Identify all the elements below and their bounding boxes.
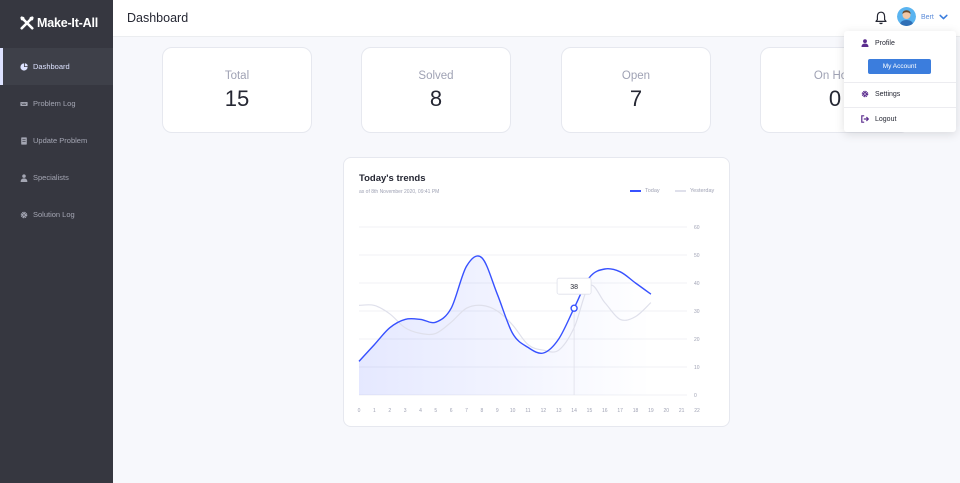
chart-subtitle: as of 8th November 2020, 09:41 PM [359,189,440,195]
x-tick-label: 11 [525,408,530,414]
sidebar-item-label: Specialists [33,173,69,182]
x-tick-label: 10 [510,408,516,414]
trends-chart-card: 0 10 20 30 40 50 60 0 1 2 3 4 5 6 7 8 9 10 11 12 13 14 15 16 17 1… [343,157,730,427]
x-tick-label: 17 [617,408,623,414]
top-header: Dashboard Bert [113,0,960,37]
x-tick-label: 21 [679,408,685,414]
legend-label: Today [645,188,660,194]
bell-icon[interactable] [875,11,887,25]
dropdown-profile[interactable]: Profile [861,39,895,47]
user-icon [861,39,869,47]
dropdown-logout[interactable]: Logout [861,115,896,123]
file-icon [21,136,27,145]
legend-item-yesterday: Yesterday [675,188,714,194]
x-tick-label: 8 [481,408,484,414]
avatar[interactable] [897,7,916,26]
series-area-today [359,255,651,395]
crossed-tools-icon [20,16,34,30]
y-tick-label: 10 [694,365,700,371]
user-tie-icon [20,173,28,182]
tooltip-box [556,277,592,295]
dropdown-divider [844,82,956,83]
x-tick-label: 22 [694,408,700,414]
x-tick-label: 5 [434,408,437,414]
gear-icon [861,90,869,98]
chart-title: Today's trends [359,173,426,184]
tooltip-value: 38 [570,284,578,291]
stat-card-open: Open 7 [561,47,711,133]
dropdown-divider [844,107,956,108]
sidebar-item-update-problem[interactable]: Update Problem [0,122,113,159]
stat-card-value: 0 [828,86,842,111]
x-tick-label: 3 [404,408,407,414]
stat-card-total: Total 15 [162,47,312,133]
logout-icon [861,115,869,123]
logo[interactable]: Make-It-All [20,16,98,30]
dropdown-settings[interactable]: Settings [861,90,900,98]
x-tick-label: 18 [633,408,639,414]
page-title: Dashboard [127,11,189,25]
dropdown-label: Profile [875,39,895,47]
x-tick-label: 9 [496,408,499,414]
x-tick-label: 2 [388,408,391,414]
x-tick-label: 7 [465,408,468,414]
series-line-today [358,255,652,362]
sidebar-item-dashboard[interactable]: Dashboard [0,48,113,85]
y-tick-label: 0 [694,393,697,399]
dropdown-label: Logout [875,115,897,123]
y-tick-label: 20 [694,337,700,343]
x-tick-label: 20 [663,408,669,414]
my-account-button[interactable]: My Account [868,59,931,74]
stat-card-solved: Solved 8 [361,47,511,133]
legend-swatch [630,190,641,192]
y-tick-label: 60 [694,225,700,231]
y-tick-label: 50 [694,253,700,259]
stat-card-value: 8 [429,86,443,111]
keyboard-icon [20,101,28,106]
stat-card-value: 7 [629,86,643,111]
x-tick-label: 19 [648,408,654,414]
sidebar-item-label: Problem Log [33,99,76,108]
legend-swatch [675,190,686,192]
x-tick-label: 15 [587,408,593,414]
profile-dropdown: Profile My Account Settings Logout [844,31,956,132]
sidebar-item-solution-log[interactable]: Solution Log [0,196,113,233]
stat-card-value: 15 [224,86,250,111]
x-tick-label: 6 [450,408,453,414]
x-tick-label: 14 [571,408,577,414]
legend-label: Yesterday [690,188,715,194]
gear-icon [20,211,28,218]
sidebar-nav: Dashboard Problem Log Update Problem [0,48,113,233]
y-tick-label: 40 [694,281,700,287]
legend-item-today: Today [630,188,660,194]
sidebar-item-specialists[interactable]: Specialists [0,159,113,196]
x-tick-label: 1 [373,408,376,414]
y-tick-label: 30 [694,309,700,315]
stat-card-label: Open [621,70,651,82]
x-tick-label: 13 [556,408,562,414]
x-tick-label: 16 [602,408,608,414]
stat-card-label: Total [224,70,250,82]
sidebar-item-problem-log[interactable]: Problem Log [0,85,113,122]
pie-chart-icon [20,62,28,71]
dropdown-label: Settings [875,90,901,98]
sidebar-item-label: Solution Log [33,210,75,219]
chevron-down-icon[interactable] [939,13,948,21]
user-name[interactable]: Bert [921,14,934,21]
stat-card-label: Solved [418,70,454,82]
sidebar: Make-It-All Dashboard Problem Log [0,0,113,483]
avatar-person-icon [897,7,916,26]
x-tick-label: 12 [541,408,547,414]
logo-text: Make-It-All [37,16,99,30]
sidebar-item-label: Update Problem [33,136,88,145]
sidebar-item-label: Dashboard [33,62,70,71]
tooltip-point[interactable] [570,304,578,312]
x-tick-label: 0 [358,408,361,414]
x-tick-label: 4 [419,408,422,414]
